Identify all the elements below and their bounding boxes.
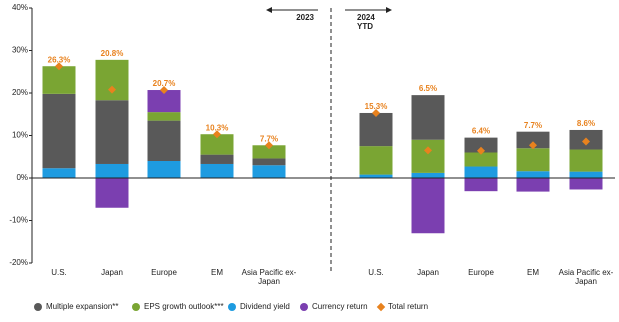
value-label: 26.3%: [48, 55, 71, 64]
bar-segment: [147, 120, 181, 161]
bar-segment: [147, 112, 181, 121]
legend-swatch: [34, 302, 42, 311]
legend-label: Total return: [388, 302, 429, 311]
y-tick-label: -10%: [9, 216, 28, 225]
legend-swatch: [376, 302, 386, 311]
legend-label: EPS growth outlook***: [144, 302, 224, 311]
total-marker: [265, 141, 273, 150]
bar-segment: [569, 149, 603, 172]
y-tick-label: 20%: [12, 88, 28, 97]
bar-segment: [516, 178, 550, 192]
bar-segment: [359, 146, 393, 175]
total-marker: [582, 137, 590, 146]
value-label: 7.7%: [260, 134, 278, 143]
annotation: 2024 YTD: [357, 13, 375, 31]
bar-segment: [464, 137, 498, 153]
x-tick-label: Europe: [151, 268, 177, 277]
bar-segment: [95, 100, 129, 164]
bar-segment: [42, 66, 76, 94]
bar-segment: [252, 145, 286, 159]
total-marker: [372, 108, 380, 117]
value-label: 20.7%: [153, 79, 176, 88]
value-label: 20.8%: [101, 49, 124, 58]
bar-segment: [200, 134, 234, 155]
y-tick-label: 10%: [12, 131, 28, 140]
legend-item: EPS growth outlook***: [132, 302, 224, 311]
bar-segment: [464, 178, 498, 192]
arrowhead: [266, 7, 272, 13]
bar-segment: [569, 178, 603, 190]
legend-item: Total return: [376, 302, 429, 311]
x-tick-label: EM: [527, 268, 539, 277]
bar-segment: [42, 168, 76, 178]
value-label: 10.3%: [206, 123, 229, 132]
total-marker: [55, 62, 63, 71]
bar-segment: [411, 172, 445, 178]
bar-segment: [569, 171, 603, 178]
bar-segment: [359, 112, 393, 147]
bar-segment: [200, 163, 234, 178]
bar-segment: [200, 154, 234, 164]
bar-segment: [147, 90, 181, 113]
value-label: 6.5%: [419, 84, 437, 93]
value-label: 6.4%: [472, 127, 490, 136]
bar-segment: [359, 174, 393, 178]
legend-item: Currency return: [300, 302, 368, 311]
total-marker: [529, 141, 537, 150]
legend-item: Dividend yield: [228, 302, 290, 311]
bar-segment: [95, 163, 129, 178]
x-tick-label: Asia Pacific ex-Japan: [558, 268, 614, 286]
legend-label: Dividend yield: [240, 302, 290, 311]
bar-segment: [516, 148, 550, 172]
total-marker: [424, 146, 432, 155]
bar-segment: [95, 59, 129, 101]
bar-segment: [411, 139, 445, 173]
bar-segment: [252, 165, 286, 178]
legend-label: Currency return: [312, 302, 368, 311]
bar-segment: [95, 178, 129, 208]
legend-swatch: [132, 302, 140, 311]
bar-segment: [252, 158, 286, 166]
value-label: 7.7%: [524, 121, 542, 130]
value-label: 8.6%: [577, 119, 595, 128]
x-tick-label: U.S.: [51, 268, 67, 277]
bar-segment: [464, 152, 498, 167]
x-tick-label: Europe: [468, 268, 494, 277]
x-tick-label: U.S.: [368, 268, 384, 277]
legend-label: Multiple expansion**: [46, 302, 119, 311]
value-label: 15.3%: [365, 102, 388, 111]
total-marker: [213, 130, 221, 139]
x-tick-label: Japan: [101, 268, 123, 277]
bar-segment: [42, 93, 76, 169]
annotation: 2023: [296, 13, 314, 22]
total-marker: [108, 85, 116, 94]
y-tick-label: 40%: [12, 3, 28, 12]
legend-swatch: [300, 302, 308, 311]
bar-segment: [411, 95, 445, 140]
bar-segment: [516, 171, 550, 178]
legend-item: Multiple expansion**: [34, 302, 119, 311]
total-marker: [160, 86, 168, 95]
legend-swatch: [228, 302, 236, 311]
bar-segment: [411, 178, 445, 234]
total-marker: [477, 146, 485, 155]
arrowhead: [386, 7, 392, 13]
y-tick-label: -20%: [9, 258, 28, 267]
bar-segment: [464, 166, 498, 178]
y-tick-label: 30%: [12, 46, 28, 55]
x-tick-label: Japan: [417, 268, 439, 277]
y-tick-label: 0%: [16, 173, 28, 182]
x-tick-label: Asia Pacific ex-Japan: [241, 268, 297, 286]
bar-segment: [147, 161, 181, 178]
bar-segment: [516, 131, 550, 149]
x-tick-label: EM: [211, 268, 223, 277]
